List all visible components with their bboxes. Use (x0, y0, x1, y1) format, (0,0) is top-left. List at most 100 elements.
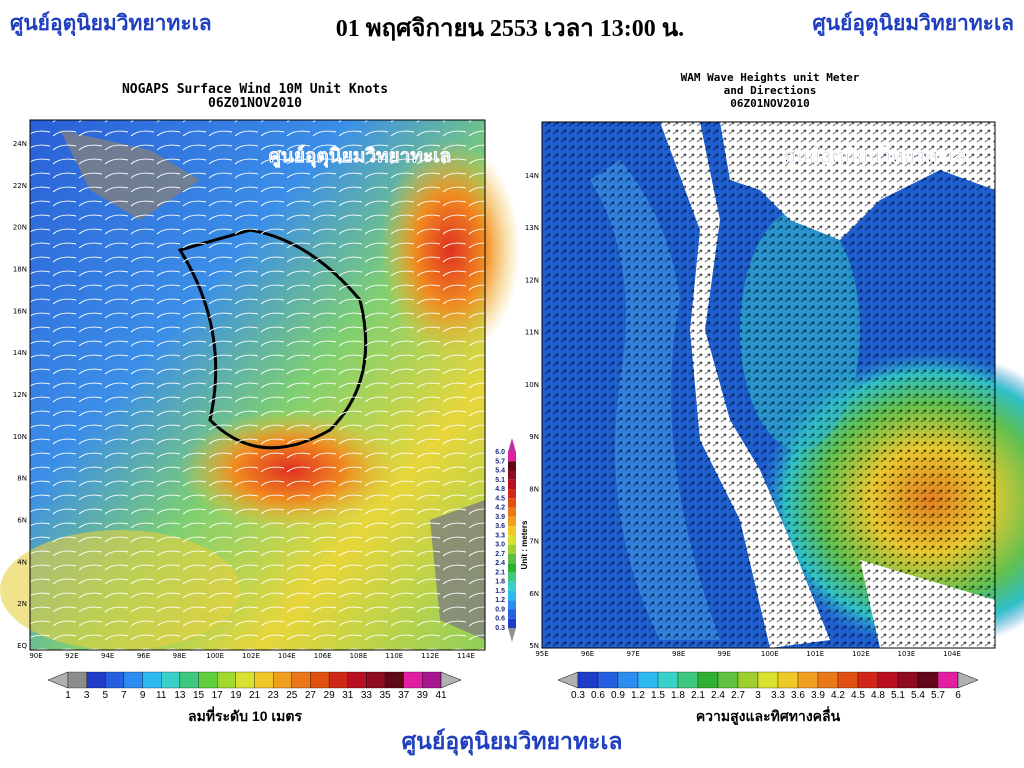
colorbar-label: 37 (398, 690, 410, 701)
vertical-unit: Unit : meters (520, 520, 529, 569)
colorbar-cell (105, 671, 125, 689)
lon-label: 112E (421, 652, 439, 660)
colorbar-label: 5.4 (495, 468, 505, 475)
lat-label: 6N (17, 517, 27, 525)
lat-label: 12N (525, 276, 539, 284)
lon-label: 97E (626, 650, 639, 658)
wind-caption: ลมที่ระดับ 10 เมตร (188, 706, 303, 724)
wave-caption: ความสูงและทิศทางคลื่น (696, 706, 841, 725)
colorbar-cell (508, 618, 516, 628)
colorbar-cell (837, 671, 859, 689)
colorbar-cell (161, 671, 181, 689)
lon-label: 96E (137, 652, 150, 660)
colorbar-label: 3 (755, 690, 761, 701)
colorbar-label: 11 (156, 690, 167, 701)
colorbar-label: 4.2 (495, 505, 505, 512)
colorbar-cell (508, 535, 516, 545)
colorbar-label: 25 (286, 690, 298, 701)
colorbar-cell (508, 516, 516, 527)
colorbar-cell (508, 563, 516, 573)
lat-label: EQ (17, 642, 27, 650)
lat-label: 8N (529, 485, 539, 493)
lon-label: 106E (314, 652, 332, 660)
colorbar-cell (937, 671, 959, 689)
colorbar-label: 4.8 (871, 690, 885, 701)
colorbar-cell (597, 671, 619, 689)
colorbar-label: 3.9 (495, 514, 505, 521)
lat-label: 14N (13, 349, 27, 357)
colorbar-label: 6 (955, 690, 961, 701)
colorbar-label: 1.2 (495, 597, 505, 604)
colorbar-end (508, 438, 516, 452)
colorbar-label: 17 (212, 690, 224, 701)
colorbar-label: 4.2 (831, 690, 845, 701)
colorbar-label: 4.8 (495, 486, 505, 493)
lat-label: 12N (13, 391, 27, 399)
colorbar-cell (508, 470, 516, 480)
lat-label: 20N (13, 224, 27, 232)
lat-label: 9N (529, 433, 539, 441)
colorbar-label: 0.6 (495, 616, 505, 623)
lon-label: 104E (278, 652, 296, 660)
footer: ศูนย์อุตุนิยมวิทยาทะเล (402, 728, 623, 756)
colorbar-label: 2.7 (495, 551, 505, 558)
colorbar-cell (637, 671, 659, 689)
colorbar-cell (198, 671, 218, 689)
colorbar-cell (508, 590, 516, 601)
colorbar-label: 1.5 (651, 690, 665, 701)
lat-label: 10N (525, 381, 539, 389)
colorbar-cell (777, 671, 799, 689)
lon-label: 110E (385, 652, 403, 660)
colorbar-cell (508, 489, 516, 499)
colorbar-label: 0.9 (495, 606, 505, 613)
lat-label: 22N (13, 182, 27, 190)
colorbar-label: 3.3 (771, 690, 785, 701)
colorbar-cell (657, 671, 679, 689)
lon-label: 102E (242, 652, 260, 660)
wave-title: and Directions (724, 84, 817, 97)
lon-label: 108E (350, 652, 368, 660)
lat-label: 5N (529, 642, 539, 650)
lat-label: 14N (525, 172, 539, 180)
colorbar-label: 1.8 (671, 690, 685, 701)
lon-label: 96E (581, 650, 594, 658)
lat-label: 18N (13, 266, 27, 274)
header-title: 01 พฤศจิกายน 2553 เวลา 13:00 น. (336, 16, 684, 42)
colorbar-end (557, 671, 579, 689)
colorbar-cell (508, 452, 516, 462)
colorbar-label: 15 (193, 690, 205, 701)
lon-label: 99E (718, 650, 731, 658)
colorbar-cell (717, 671, 739, 689)
colorbar-cell (697, 671, 719, 689)
lon-label: 114E (457, 652, 475, 660)
wind-title: NOGAPS Surface Wind 10M Unit Knots (122, 82, 388, 97)
colorbar-label: 39 (417, 690, 429, 701)
colorbar-label: 3.6 (791, 690, 805, 701)
colorbar-label: 0.3 (495, 625, 505, 632)
vertical-colorbar: 6.0 5.7 5.4 5.1 4.8 4.5 4.2 3.9 3.6 3.3 3.0 2.7 2.4 2… (495, 438, 516, 642)
colorbar-label: 2.1 (495, 569, 505, 576)
colorbar-label: 5 (103, 690, 109, 701)
colorbar-cell (366, 671, 386, 689)
lon-label: 102E (852, 650, 870, 658)
colorbar-label: 1 (65, 690, 71, 701)
colorbar-label: 6.0 (495, 449, 505, 456)
colorbar-end (957, 671, 979, 689)
colorbar-label: 35 (379, 690, 391, 701)
lon-label: 100E (206, 652, 224, 660)
colorbar-label: 3.0 (495, 542, 505, 549)
colorbar-cell (347, 671, 367, 689)
lat-label: 4N (17, 558, 27, 566)
colorbar-cell (757, 671, 779, 689)
wave-colorbar: 0.3 0.6 0.9 1.2 1.5 1.8 2.1 2.4 2.7 3 3.3 3.6 3.9 4.2… (557, 671, 979, 701)
lon-label: 90E (29, 652, 42, 660)
lat-label: 7N (529, 538, 539, 546)
colorbar-label: 1.5 (495, 588, 505, 595)
colorbar-cell (508, 479, 516, 490)
colorbar-cell (817, 671, 839, 689)
colorbar-label: 7 (121, 690, 127, 701)
colorbar-cell (737, 671, 759, 689)
lat-label: 11N (525, 329, 539, 337)
colorbar-cell (403, 671, 423, 689)
colorbar-cell (328, 671, 348, 689)
